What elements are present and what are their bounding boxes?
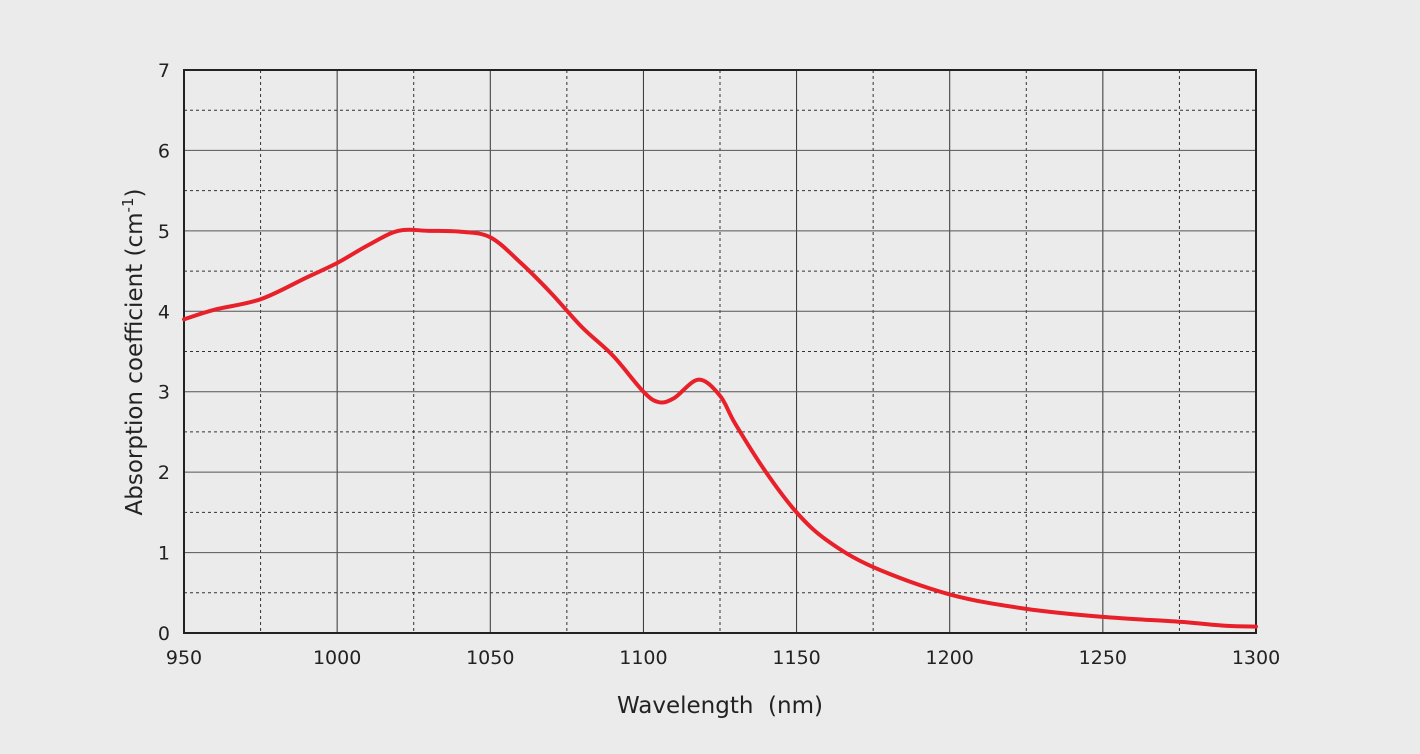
y-tick-label: 3 <box>158 382 170 404</box>
plot-frame <box>183 69 1257 634</box>
x-tick-label: 1000 <box>313 647 361 669</box>
tick-labels: 950 1000 1050 1100 1150 1200 1250 1300 0 1 2 3 4 5 6 7 <box>158 60 1280 669</box>
y-tick-label: 7 <box>158 60 170 82</box>
x-tick-label: 1150 <box>772 647 820 669</box>
x-tick-label: 1300 <box>1232 647 1280 669</box>
y-tick-label: 1 <box>158 543 170 565</box>
x-tick-label: 1050 <box>466 647 514 669</box>
x-axis-label: Wavelength (nm) <box>617 693 823 719</box>
y-tick-label: 0 <box>158 623 170 645</box>
x-tick-label: 950 <box>166 647 202 669</box>
y-tick-label: 5 <box>158 221 170 243</box>
y-axis-label: Absorption coefficient (cm-1) <box>119 189 148 516</box>
x-tick-label: 1100 <box>619 647 667 669</box>
y-tick-label: 6 <box>158 140 170 162</box>
absorption-curve <box>182 227 1258 629</box>
x-tick-label: 1200 <box>926 647 974 669</box>
y-tick-label: 2 <box>158 462 170 484</box>
grid <box>184 70 1256 633</box>
y-tick-label: 4 <box>158 301 170 323</box>
x-tick-label: 1250 <box>1079 647 1127 669</box>
